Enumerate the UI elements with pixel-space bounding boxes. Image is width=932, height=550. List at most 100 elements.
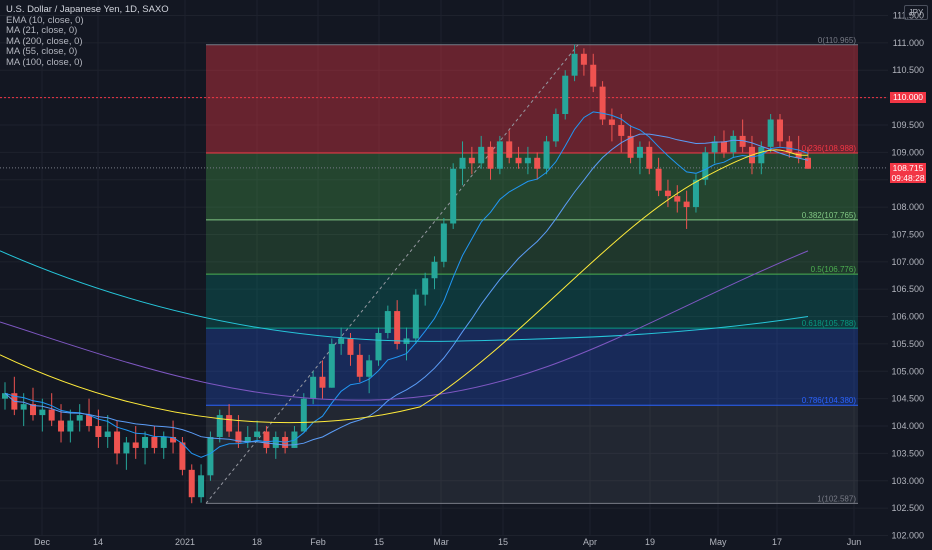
candle-body: [114, 431, 121, 454]
candle-body: [300, 398, 307, 432]
candle-body: [104, 431, 111, 437]
candle-body: [188, 469, 195, 498]
fib-level-label: 0.382(107.765): [802, 211, 857, 220]
y-axis-tick-label: 108.000: [891, 202, 924, 212]
y-axis-tick-label: 109.000: [891, 147, 924, 157]
x-axis-tick-label: Jun: [847, 537, 862, 547]
candle-body: [571, 53, 578, 76]
x-axis-tick-label: Dec: [34, 537, 51, 547]
candle-body: [431, 261, 438, 279]
fib-level-label: 1(102.587): [817, 494, 856, 503]
ma-21-line: [4, 133, 809, 446]
candle-body: [412, 294, 419, 339]
fib-level-label: 0(110.965): [818, 36, 856, 45]
candle-body: [664, 190, 671, 197]
candle-body: [590, 64, 597, 87]
candle-body: [30, 404, 37, 416]
y-axis-tick-label: 106.500: [891, 284, 924, 294]
candle-body: [515, 157, 522, 164]
candle-body: [674, 196, 681, 202]
candle-body: [384, 311, 391, 333]
y-axis-tick-label: 105.000: [891, 366, 924, 376]
candle-body: [76, 415, 83, 421]
candle-body: [636, 146, 643, 158]
x-axis-tick-label: 15: [374, 537, 384, 547]
ma-100-line: [0, 250, 809, 401]
candle-body: [805, 157, 811, 169]
currency-tag[interactable]: JPY: [904, 5, 928, 20]
y-axis-tick-label: 104.500: [891, 394, 924, 404]
symbol-title: U.S. Dollar / Japanese Yen, 1D, SAXO: [6, 4, 169, 15]
candle-body: [627, 135, 634, 158]
candle-body: [132, 442, 139, 448]
x-axis-tick-label: 17: [772, 537, 782, 547]
candle-body: [608, 119, 615, 125]
candle-body: [450, 168, 457, 224]
x-axis-tick-label: Mar: [433, 537, 449, 547]
candle-body: [655, 168, 662, 191]
x-axis-tick-label: 19: [645, 537, 655, 547]
candle-body: [702, 152, 709, 180]
candle-body: [226, 415, 233, 432]
indicator-ema10[interactable]: EMA (10, close, 0): [6, 14, 84, 26]
candle-body: [767, 119, 774, 147]
y-axis-tick-label: 106.000: [891, 312, 924, 322]
candle-body: [468, 157, 475, 164]
y-axis-tick-label: 102.500: [891, 503, 924, 513]
fib-zone: [206, 152, 858, 220]
candle-body: [20, 404, 27, 410]
candle-body: [235, 431, 242, 443]
candle-body: [730, 135, 737, 153]
candle-body: [2, 393, 8, 399]
candle-body: [524, 157, 531, 164]
candle-body: [543, 141, 550, 169]
candle-body: [319, 376, 326, 388]
candle-body: [618, 124, 625, 136]
fib-zone: [206, 219, 858, 275]
candle-body: [95, 426, 102, 437]
candle-body: [562, 75, 569, 115]
y-axis-tick-label: 103.500: [891, 448, 924, 458]
candle-body: [739, 135, 746, 147]
indicator-ma100[interactable]: MA (100, close, 0): [6, 56, 83, 68]
candle-body: [160, 436, 167, 448]
y-axis-tick-label: 103.000: [891, 476, 924, 486]
candle-body: [496, 141, 503, 169]
x-axis-tick-label: 15: [498, 537, 508, 547]
indicator-ma21[interactable]: MA (21, close, 0): [6, 25, 78, 37]
candle-body: [254, 431, 261, 437]
candle-body: [366, 360, 373, 377]
candle-body: [646, 146, 653, 169]
candle-body: [487, 146, 494, 169]
candle-body: [67, 420, 74, 432]
x-axis-tick-label: Apr: [583, 537, 597, 547]
candle-body: [711, 141, 718, 153]
indicator-ma55[interactable]: MA (55, close, 0): [6, 46, 78, 58]
candle-body: [272, 436, 279, 448]
y-axis-tick-label: 102.000: [891, 531, 924, 541]
indicator-ma200[interactable]: MA (200, close, 0): [6, 35, 83, 47]
candle-body: [310, 376, 317, 399]
candle-body: [580, 53, 587, 65]
level-marker-value: 110.000: [892, 92, 924, 103]
candle-body: [244, 436, 251, 443]
fib-zone: [206, 274, 858, 329]
fib-trend-line: [205, 44, 579, 504]
candle-body: [599, 86, 606, 120]
candle-body: [356, 354, 363, 377]
candle-body: [786, 141, 793, 153]
y-axis-tick-label: 107.500: [891, 229, 924, 239]
candle-body: [216, 415, 223, 437]
fib-level-label: 0.236(108.988): [802, 144, 857, 153]
countdown-timer: 09:48:28: [891, 172, 925, 183]
candle-body: [86, 415, 93, 427]
y-axis-tick-label: 105.500: [891, 339, 924, 349]
y-axis-tick-label: 107.000: [891, 257, 924, 267]
candle-body: [776, 119, 783, 142]
y-axis-tick-label: 111.000: [893, 38, 924, 48]
last-price-value: 108.715: [892, 162, 924, 173]
fib-level-label: 0.786(104.380): [802, 396, 857, 405]
candle-body: [39, 409, 46, 416]
candle-body: [683, 201, 690, 208]
